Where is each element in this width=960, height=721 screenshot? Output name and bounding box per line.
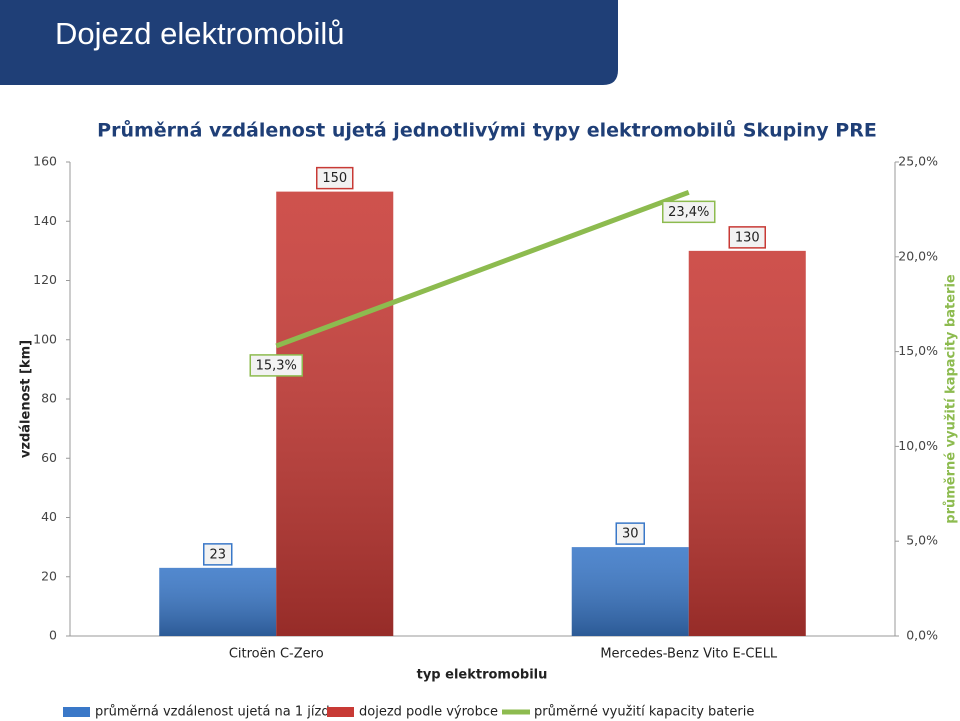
y2-tick-label: 0,0% <box>906 628 938 643</box>
legend-swatch <box>327 707 354 717</box>
y2-tick-label: 10,0% <box>898 438 938 453</box>
data-label-box <box>662 200 716 224</box>
bar-shade <box>688 250 806 636</box>
y-axis-label: vzdálenost [km] <box>19 340 34 458</box>
y2-tick-label: 5,0% <box>906 533 938 548</box>
data-label: 15,3% <box>256 358 297 373</box>
data-label-box <box>615 522 645 545</box>
data-label-box <box>316 166 354 190</box>
data-label: 150 <box>322 171 347 186</box>
data-label: 23 <box>209 547 226 562</box>
y-tick-label: 140 <box>33 213 57 228</box>
y-tick-label: 80 <box>41 391 57 406</box>
data-label-box <box>203 543 233 566</box>
data-label-box <box>728 226 766 249</box>
y-tick-label: 20 <box>41 568 57 583</box>
legend-swatch <box>63 707 90 717</box>
x-tick-label: Citroën C-Zero <box>229 647 324 662</box>
line-series <box>275 189 690 349</box>
y-tick-label: 120 <box>33 272 57 287</box>
legend-label: průměrná vzdálenost ujetá na 1 jízdu <box>95 705 338 720</box>
data-label: 30 <box>622 527 639 542</box>
legend-label: průměrné využití kapacity baterie <box>534 705 754 720</box>
y2-axis-label: průměrné využití kapacity baterie <box>944 274 959 524</box>
y2-tick-label: 25,0% <box>898 154 938 169</box>
header-banner <box>0 0 618 85</box>
bar-shade <box>159 567 277 636</box>
y-tick-label: 100 <box>33 331 57 346</box>
y-tick-label: 160 <box>33 154 57 169</box>
y-tick-label: 0 <box>49 628 57 643</box>
header-title: Dojezd elektromobilů <box>55 16 344 51</box>
legend-label: dojezd podle výrobce <box>359 705 498 720</box>
bar-shade <box>571 547 689 636</box>
data-label-box <box>249 354 303 377</box>
x-axis-label: typ elektromobilu <box>417 668 548 683</box>
y2-tick-label: 20,0% <box>898 248 938 263</box>
data-label: 23,4% <box>668 205 709 220</box>
y-tick-label: 60 <box>41 450 57 465</box>
chart-title: Průměrná vzdálenost ujetá jednotlivými t… <box>97 119 877 142</box>
x-tick-label: Mercedes-Benz Vito E-CELL <box>600 647 778 662</box>
y2-tick-label: 15,0% <box>898 343 938 358</box>
bar-shade <box>276 191 394 636</box>
y-tick-label: 40 <box>41 509 57 524</box>
data-label: 130 <box>735 230 760 245</box>
